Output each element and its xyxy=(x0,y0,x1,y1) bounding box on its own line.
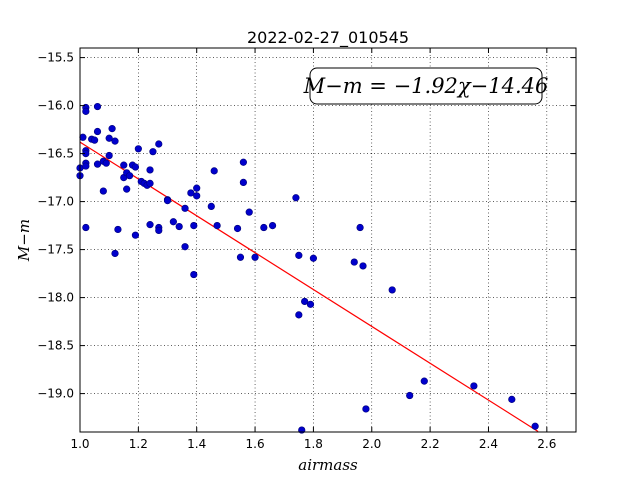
data-point xyxy=(146,179,154,187)
data-point xyxy=(187,189,195,197)
data-point xyxy=(99,187,107,195)
data-point xyxy=(239,158,247,166)
data-point xyxy=(362,405,370,413)
x-tick-label: 2.6 xyxy=(537,437,556,451)
data-point xyxy=(134,145,142,153)
y-tick-label: −18.5 xyxy=(37,339,74,353)
data-point xyxy=(245,208,253,216)
x-tick-label: 1.0 xyxy=(70,437,89,451)
x-tick-label: 2.2 xyxy=(421,437,440,451)
data-point xyxy=(309,254,318,262)
data-point xyxy=(105,151,113,160)
data-point xyxy=(131,163,140,171)
y-tick-label: −19.0 xyxy=(37,387,74,401)
plot-frame xyxy=(79,47,577,433)
data-point xyxy=(292,194,300,202)
data-point xyxy=(207,202,215,210)
x-tick-label: 1.6 xyxy=(246,437,265,451)
y-tick-label: −16.0 xyxy=(37,99,74,113)
data-point xyxy=(82,223,90,232)
y-tick-label: −18.0 xyxy=(37,291,74,305)
data-point xyxy=(268,222,277,230)
data-point xyxy=(239,178,247,186)
data-point xyxy=(155,140,163,148)
data-point xyxy=(420,377,428,385)
y-tick-label: −16.5 xyxy=(37,147,74,161)
y-tick-label: −15.5 xyxy=(37,51,74,65)
x-tick-label: 1.2 xyxy=(129,437,148,451)
data-point xyxy=(470,382,478,390)
data-point xyxy=(126,172,134,180)
y-axis-label: M−m xyxy=(15,219,33,262)
data-point xyxy=(90,136,99,144)
annotation-frame xyxy=(309,67,543,105)
data-point xyxy=(508,395,516,403)
x-tick-label: 2.4 xyxy=(479,437,498,451)
data-point xyxy=(295,251,303,259)
data-point xyxy=(359,262,367,270)
fit-line xyxy=(79,141,539,432)
data-point xyxy=(175,222,183,231)
x-axis-label: airmass xyxy=(298,456,358,474)
data-point xyxy=(193,184,201,192)
data-point xyxy=(155,226,163,234)
x-tick-label: 1.8 xyxy=(304,437,323,451)
data-point xyxy=(260,223,268,232)
data-point xyxy=(93,160,102,168)
data-point xyxy=(406,391,414,400)
data-points xyxy=(76,102,539,434)
data-point xyxy=(531,422,539,430)
data-point xyxy=(181,243,189,251)
fit-annotation-box: M−m = −1.92χ−14.46 xyxy=(303,67,549,105)
data-point xyxy=(111,249,119,258)
chart-title: 2022-02-27_010545 xyxy=(247,28,409,48)
data-point xyxy=(108,125,116,133)
data-point xyxy=(193,192,201,200)
fit-equation: M−m = −1.92χ−14.46 xyxy=(303,74,549,98)
data-point xyxy=(295,311,303,319)
data-point xyxy=(388,286,396,294)
data-point xyxy=(82,162,90,170)
data-point xyxy=(301,297,309,306)
data-point xyxy=(93,102,102,111)
data-point xyxy=(210,167,218,175)
data-point xyxy=(105,134,113,142)
y-axis: −15.5 −16.0 −16.5 −17.0 −17.5 −18.0 −18.5 −19.0 xyxy=(37,51,576,401)
data-point xyxy=(146,166,154,174)
x-axis: 1.0 1.2 1.4 1.6 1.8 2.0 2.2 2.4 2.6 xyxy=(70,48,556,451)
data-point xyxy=(350,258,358,266)
data-point xyxy=(111,137,119,145)
data-point xyxy=(82,107,90,115)
x-tick-label: 1.4 xyxy=(187,437,206,451)
data-point xyxy=(123,185,131,193)
data-point xyxy=(190,222,198,230)
data-point xyxy=(93,127,102,136)
y-tick-label: −17.5 xyxy=(37,243,74,257)
x-tick-label: 2.0 xyxy=(362,437,381,451)
data-point xyxy=(120,161,128,169)
data-point xyxy=(163,197,172,205)
data-point xyxy=(190,270,198,279)
data-point xyxy=(181,204,189,212)
data-point xyxy=(79,133,87,141)
data-point xyxy=(233,224,242,233)
data-point xyxy=(356,223,364,232)
data-point xyxy=(213,222,221,230)
data-point xyxy=(146,221,154,229)
data-point xyxy=(251,253,259,261)
data-point xyxy=(169,218,177,226)
data-point xyxy=(236,253,245,261)
data-point xyxy=(102,159,110,167)
data-point xyxy=(306,300,315,308)
data-point xyxy=(149,148,157,156)
y-tick-label: −17.0 xyxy=(37,195,74,209)
data-point xyxy=(131,231,140,239)
data-point xyxy=(114,225,122,234)
